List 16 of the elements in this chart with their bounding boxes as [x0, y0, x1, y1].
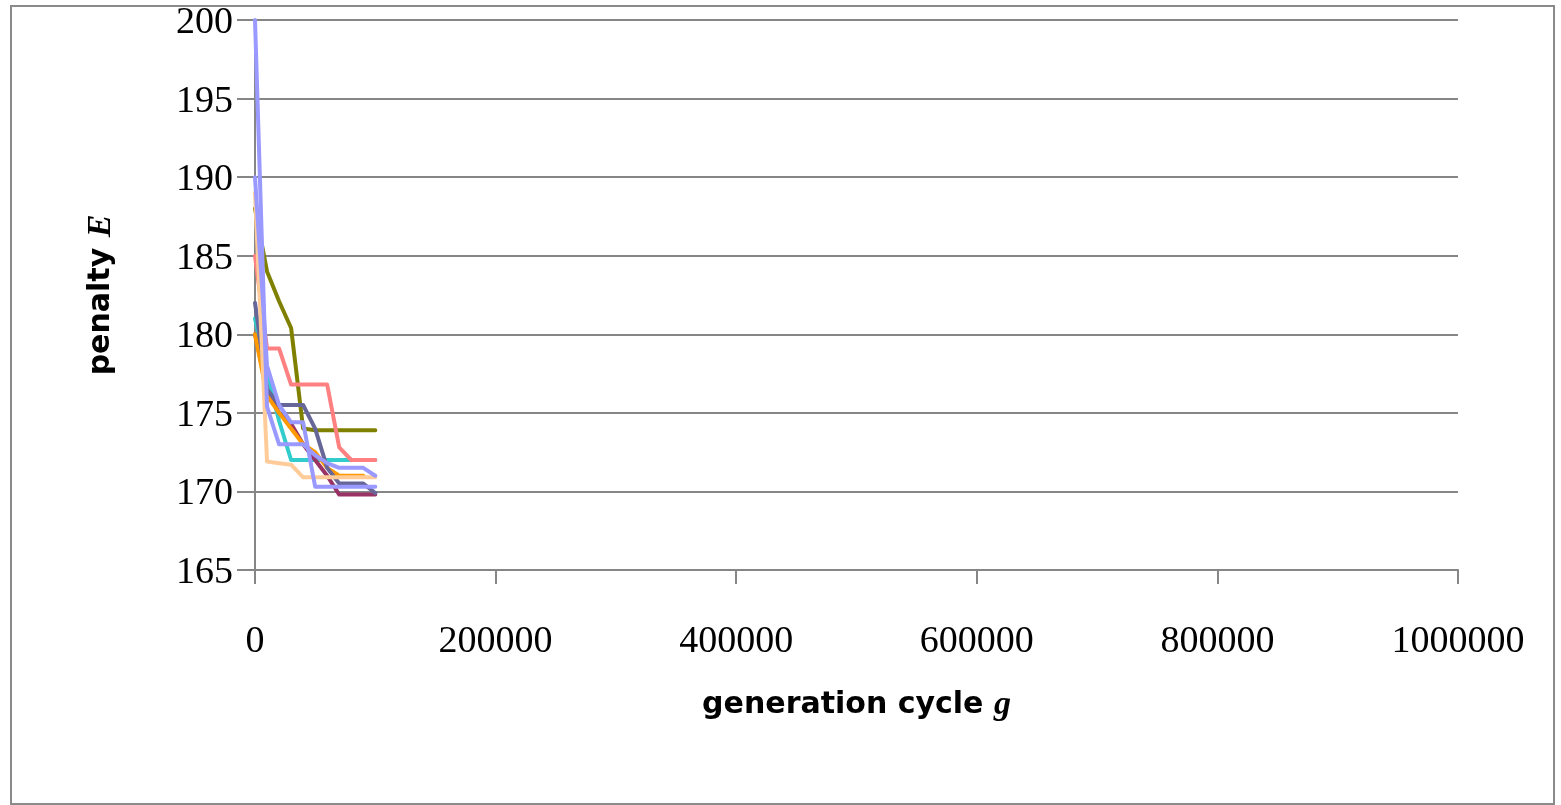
- y-tick-label: 170: [176, 470, 233, 513]
- y-tick-label: 200: [176, 0, 233, 41]
- x-tick-label: 1000000: [1391, 618, 1525, 660]
- x-tick-label: 400000: [679, 618, 794, 660]
- y-tick-label: 175: [176, 391, 233, 434]
- x-tick-label: 800000: [1160, 618, 1275, 660]
- y-tick-label: 180: [176, 313, 233, 356]
- y-tick-label: 165: [176, 549, 233, 591]
- x-tick-label: 200000: [438, 618, 553, 660]
- x-tick-label: 0: [245, 618, 265, 660]
- y-tick-label: 190: [176, 156, 233, 199]
- x-axis-title: generation cycle g: [702, 683, 1011, 721]
- y-tick-label: 185: [176, 234, 233, 277]
- x-tick-label: 600000: [919, 618, 1034, 660]
- y-axis-title: penalty E: [79, 214, 117, 376]
- y-tick-label: 195: [176, 77, 233, 120]
